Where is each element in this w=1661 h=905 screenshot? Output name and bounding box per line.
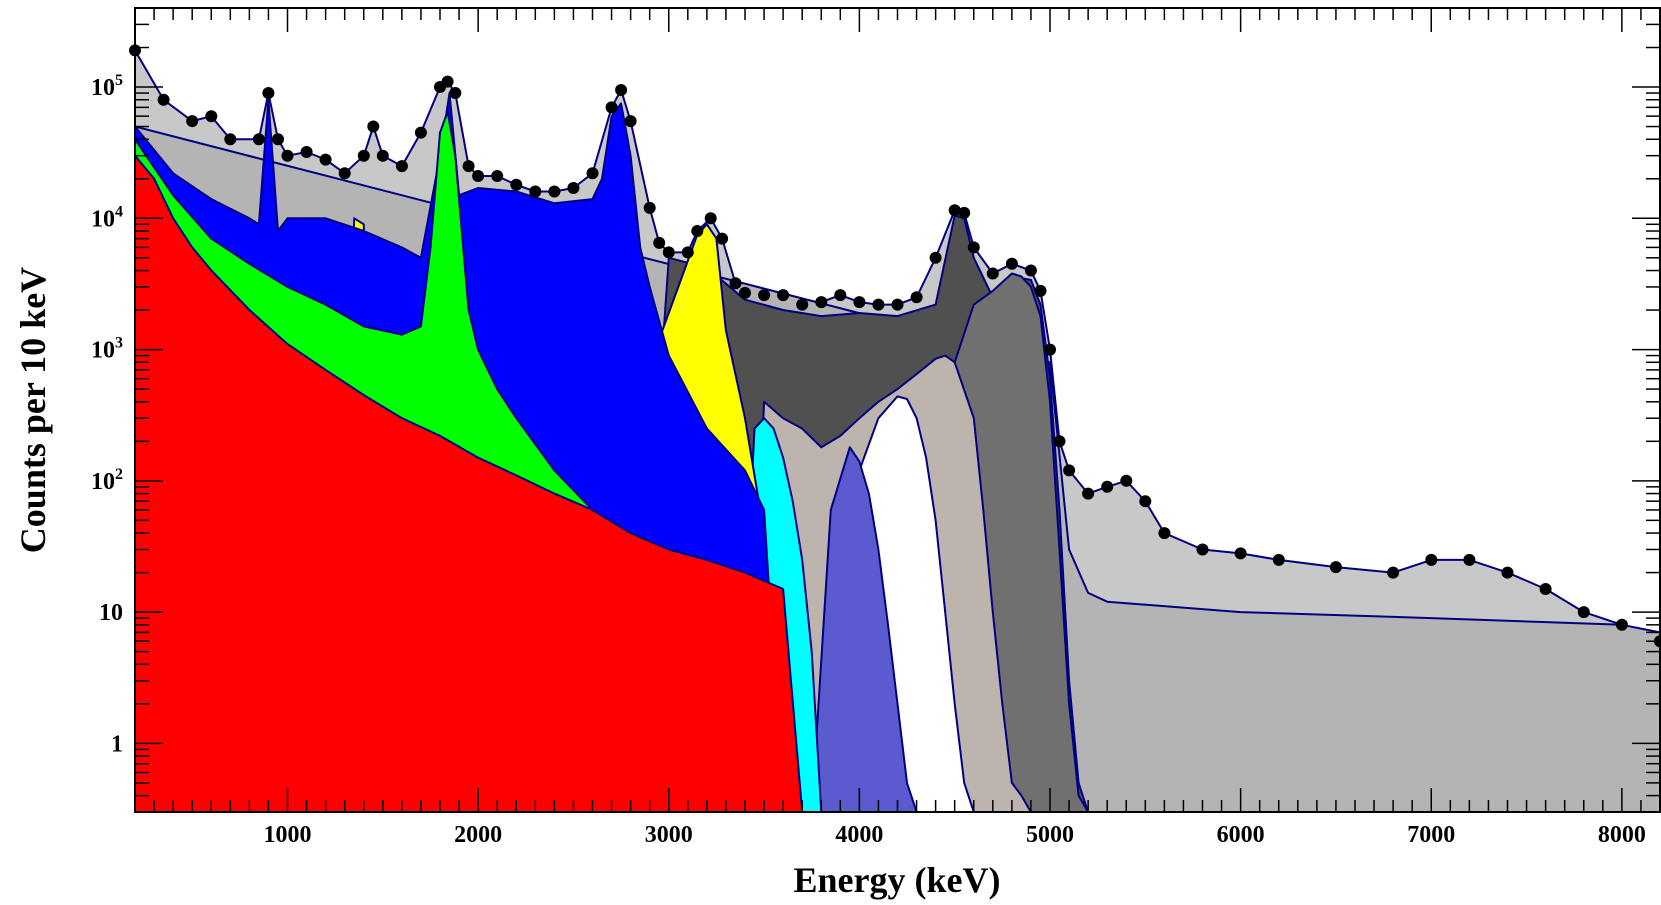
data-point xyxy=(262,87,275,99)
data-point xyxy=(1044,343,1056,356)
data-point xyxy=(1196,543,1209,556)
x-tick-label: 3000 xyxy=(645,822,693,848)
data-point xyxy=(1101,480,1114,493)
axis-ticks xyxy=(135,7,1661,813)
data-point xyxy=(796,298,809,311)
data-point xyxy=(891,298,904,311)
data-point xyxy=(395,160,408,173)
y-tick-label: 10 xyxy=(99,600,123,626)
data-point xyxy=(1539,583,1552,595)
data-point xyxy=(1387,566,1400,579)
data-point xyxy=(1082,487,1095,500)
data-point xyxy=(643,201,656,214)
data-point xyxy=(929,251,942,264)
data-point xyxy=(586,167,599,180)
data-point xyxy=(758,289,771,302)
data-point xyxy=(605,101,618,114)
data-point xyxy=(252,133,265,146)
data-point xyxy=(1024,264,1037,277)
data-point xyxy=(300,146,313,158)
data-point xyxy=(872,298,885,311)
data-point xyxy=(449,87,462,99)
data-point xyxy=(462,160,475,173)
x-tick-label: 8000 xyxy=(1598,822,1646,848)
data-point xyxy=(1005,257,1018,270)
y-axis-title: Counts per 10 keV xyxy=(13,267,53,553)
series-layer xyxy=(134,49,1661,813)
data-point xyxy=(624,115,637,128)
data-point xyxy=(441,75,454,88)
data-point xyxy=(272,133,284,146)
data-point xyxy=(834,289,847,302)
data-point xyxy=(691,225,704,237)
data-point xyxy=(224,133,237,146)
data-point xyxy=(472,170,485,182)
data-point xyxy=(777,289,790,302)
x-tick-labels: 1000 2000 3000 4000 5000 6000 7000 8000 xyxy=(264,822,1646,848)
data-point xyxy=(414,126,427,139)
data-point xyxy=(491,170,504,182)
y-tick-label: 105 xyxy=(91,72,123,101)
data-point xyxy=(157,93,170,106)
x-axis-title: Energy (keV) xyxy=(794,860,1001,900)
series-red-component xyxy=(134,154,823,813)
series-slate-component xyxy=(810,446,918,813)
data-point xyxy=(510,178,523,191)
data-point xyxy=(815,296,828,309)
data-point xyxy=(615,84,628,96)
data-point xyxy=(910,291,923,304)
data-point xyxy=(567,182,580,194)
y-tick-label: 103 xyxy=(91,335,123,364)
data-point xyxy=(1120,474,1133,487)
data-point xyxy=(205,110,218,123)
data-point xyxy=(653,236,666,249)
data-point xyxy=(186,115,199,128)
data-point xyxy=(1034,284,1047,297)
data-point xyxy=(529,185,542,198)
data-point xyxy=(853,296,866,309)
data-point xyxy=(1063,464,1076,477)
data-point xyxy=(986,267,999,280)
x-tick-label: 4000 xyxy=(835,822,883,848)
y-tick-labels: 1 10 102 103 104 105 xyxy=(91,72,123,757)
data-point xyxy=(338,167,351,180)
data-point xyxy=(1463,553,1476,566)
data-point xyxy=(948,204,961,217)
data-point xyxy=(1234,547,1247,560)
data-point xyxy=(319,153,332,166)
data-point xyxy=(739,286,751,299)
y-tick-label: 104 xyxy=(91,203,123,232)
y-tick-label: 1 xyxy=(111,731,123,757)
data-point xyxy=(958,206,971,219)
x-tick-label: 1000 xyxy=(264,822,312,848)
data-points-layer xyxy=(129,44,1661,648)
data-point xyxy=(1577,606,1590,619)
data-point xyxy=(281,149,294,162)
data-point xyxy=(367,120,380,133)
y-tick-label: 102 xyxy=(91,466,123,495)
x-tick-label: 2000 xyxy=(454,822,502,848)
x-tick-label: 5000 xyxy=(1026,822,1074,848)
x-tick-label: 7000 xyxy=(1407,822,1455,848)
data-point xyxy=(681,246,694,259)
data-point xyxy=(1272,553,1285,566)
data-point xyxy=(729,277,742,290)
data-point xyxy=(1425,553,1438,566)
data-point xyxy=(1329,561,1342,574)
data-point xyxy=(716,232,729,245)
data-point xyxy=(1139,495,1152,508)
data-point xyxy=(662,246,675,259)
x-tick-label: 6000 xyxy=(1217,822,1265,848)
data-point xyxy=(548,185,561,198)
data-point xyxy=(967,241,980,254)
data-point xyxy=(1053,435,1066,448)
data-point xyxy=(704,212,717,225)
data-point xyxy=(1158,527,1171,540)
data-point xyxy=(357,149,370,162)
data-point xyxy=(1615,618,1628,631)
data-point xyxy=(376,149,389,162)
data-point xyxy=(1501,566,1514,579)
